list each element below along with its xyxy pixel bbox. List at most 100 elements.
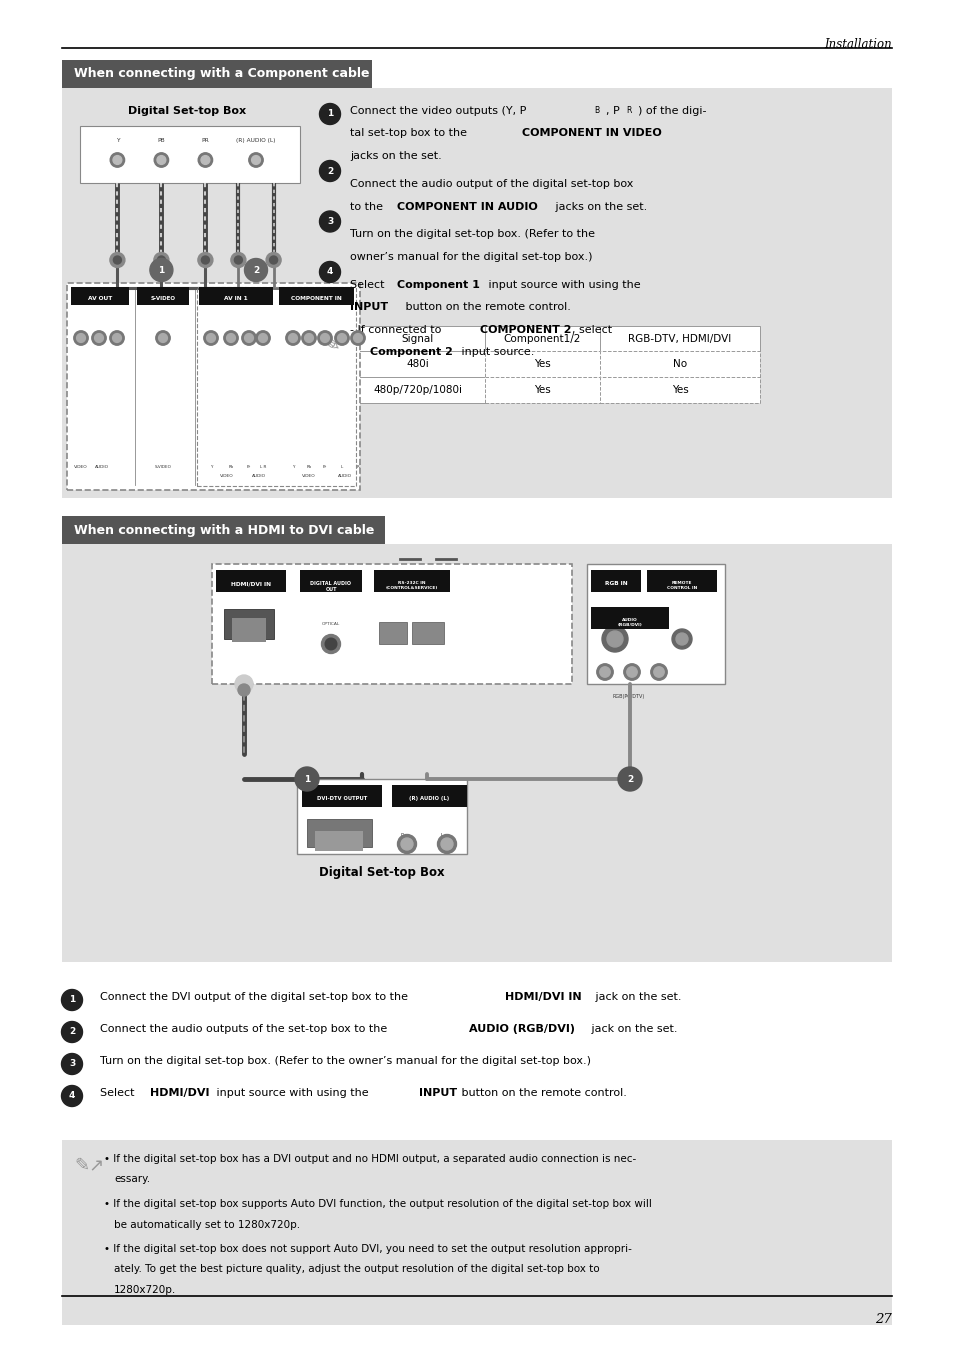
Bar	[599, 326, 760, 351]
Text: AUDIO (RGB/DVI): AUDIO (RGB/DVI)	[469, 1024, 575, 1034]
Circle shape	[319, 211, 340, 232]
Text: COMPONENT IN: COMPONENT IN	[291, 296, 341, 301]
Circle shape	[255, 331, 270, 346]
Circle shape	[111, 153, 125, 168]
Text: Pr: Pr	[323, 465, 327, 469]
Bar	[62, 1140, 891, 1325]
Circle shape	[301, 331, 315, 346]
Circle shape	[91, 331, 106, 346]
Circle shape	[249, 153, 263, 168]
Bar	[484, 377, 599, 403]
Text: 480i: 480i	[406, 359, 429, 369]
Text: , P: , P	[605, 105, 619, 116]
Bar	[215, 570, 286, 592]
Bar	[484, 351, 599, 377]
Text: RGB IN: RGB IN	[604, 581, 627, 586]
Text: Y: Y	[210, 465, 212, 469]
Text: Signal: Signal	[401, 334, 434, 343]
Bar	[350, 326, 484, 351]
Text: L R: L R	[259, 465, 266, 469]
Text: No: No	[672, 359, 686, 369]
Text: REMOTE
CONTROL IN: REMOTE CONTROL IN	[666, 581, 697, 589]
Circle shape	[158, 334, 167, 342]
Text: tal set-top box to the: tal set-top box to the	[350, 128, 470, 139]
Text: AUDIO
(RGB/DVI): AUDIO (RGB/DVI)	[617, 617, 641, 627]
Text: L: L	[340, 465, 343, 469]
Text: When connecting with a HDMI to DVI cable: When connecting with a HDMI to DVI cable	[74, 523, 374, 536]
Text: ) of the digi-: ) of the digi-	[638, 105, 706, 116]
Bar	[71, 286, 129, 305]
Bar	[80, 126, 299, 182]
Text: essary.: essary.	[113, 1174, 150, 1185]
Circle shape	[618, 767, 641, 790]
Circle shape	[207, 334, 215, 342]
Circle shape	[113, 255, 121, 263]
Text: • If the digital set-top box has a DVI output and no HDMI output, a separated au: • If the digital set-top box has a DVI o…	[104, 1154, 636, 1165]
Text: RGB(PC/DTV): RGB(PC/DTV)	[612, 694, 644, 698]
Text: Digital Set-top Box: Digital Set-top Box	[128, 105, 246, 116]
Circle shape	[244, 334, 253, 342]
Circle shape	[601, 626, 627, 653]
Bar	[307, 819, 372, 847]
Bar	[590, 607, 668, 630]
Text: When connecting with a Component cable: When connecting with a Component cable	[74, 68, 369, 81]
Text: Component 2: Component 2	[370, 347, 453, 358]
Text: (R) AUDIO (L): (R) AUDIO (L)	[409, 796, 449, 801]
Circle shape	[400, 838, 413, 850]
Circle shape	[623, 663, 639, 680]
Text: Connect the DVI output of the digital set-top box to the: Connect the DVI output of the digital se…	[100, 992, 411, 1002]
Text: button on the remote control.: button on the remote control.	[457, 1088, 626, 1098]
Bar	[62, 544, 891, 962]
Text: 1: 1	[327, 109, 333, 119]
Bar	[484, 351, 599, 377]
Bar	[350, 377, 484, 403]
Circle shape	[110, 331, 124, 346]
Text: HDMI/DVI IN: HDMI/DVI IN	[504, 992, 580, 1002]
Circle shape	[157, 155, 166, 165]
Text: 1: 1	[158, 266, 164, 274]
Circle shape	[653, 667, 663, 677]
Text: Pr: Pr	[247, 465, 251, 469]
Text: 4: 4	[327, 267, 333, 277]
Circle shape	[61, 1021, 82, 1043]
Text: Installation: Installation	[823, 38, 891, 51]
Circle shape	[252, 155, 260, 165]
Text: DVI-DTV OUTPUT: DVI-DTV OUTPUT	[316, 796, 367, 801]
Text: OPTICAL: OPTICAL	[321, 621, 340, 626]
Text: S-VIDEO: S-VIDEO	[151, 296, 175, 301]
Bar	[314, 831, 363, 851]
Text: PR: PR	[201, 138, 209, 143]
Circle shape	[76, 334, 86, 342]
Text: 2: 2	[69, 1028, 75, 1036]
Text: ✎↗: ✎↗	[74, 1156, 104, 1174]
Circle shape	[286, 331, 300, 346]
Text: Yes: Yes	[534, 385, 550, 394]
Circle shape	[153, 253, 169, 267]
Text: VIDEO: VIDEO	[220, 474, 233, 478]
Circle shape	[198, 153, 213, 168]
Text: VIDEO: VIDEO	[74, 465, 88, 469]
Bar	[299, 570, 361, 592]
Bar	[62, 516, 385, 544]
Circle shape	[112, 334, 121, 342]
Text: Pb: Pb	[306, 465, 312, 469]
Text: input source.: input source.	[457, 347, 534, 358]
Circle shape	[204, 331, 218, 346]
Circle shape	[155, 331, 170, 346]
Text: R: R	[356, 465, 359, 469]
Text: AUDIO: AUDIO	[252, 474, 266, 478]
Circle shape	[320, 334, 329, 342]
Circle shape	[234, 676, 253, 693]
Text: (R) AUDIO (L): (R) AUDIO (L)	[236, 138, 275, 143]
Circle shape	[224, 331, 238, 346]
Bar	[212, 563, 572, 684]
Bar	[646, 570, 717, 592]
Text: B: B	[594, 105, 598, 115]
Bar	[586, 563, 724, 684]
Text: INPUT: INPUT	[418, 1088, 456, 1098]
Circle shape	[244, 258, 267, 281]
Circle shape	[197, 253, 213, 267]
Text: 2: 2	[626, 774, 633, 784]
Circle shape	[61, 1054, 82, 1074]
Circle shape	[397, 835, 416, 854]
